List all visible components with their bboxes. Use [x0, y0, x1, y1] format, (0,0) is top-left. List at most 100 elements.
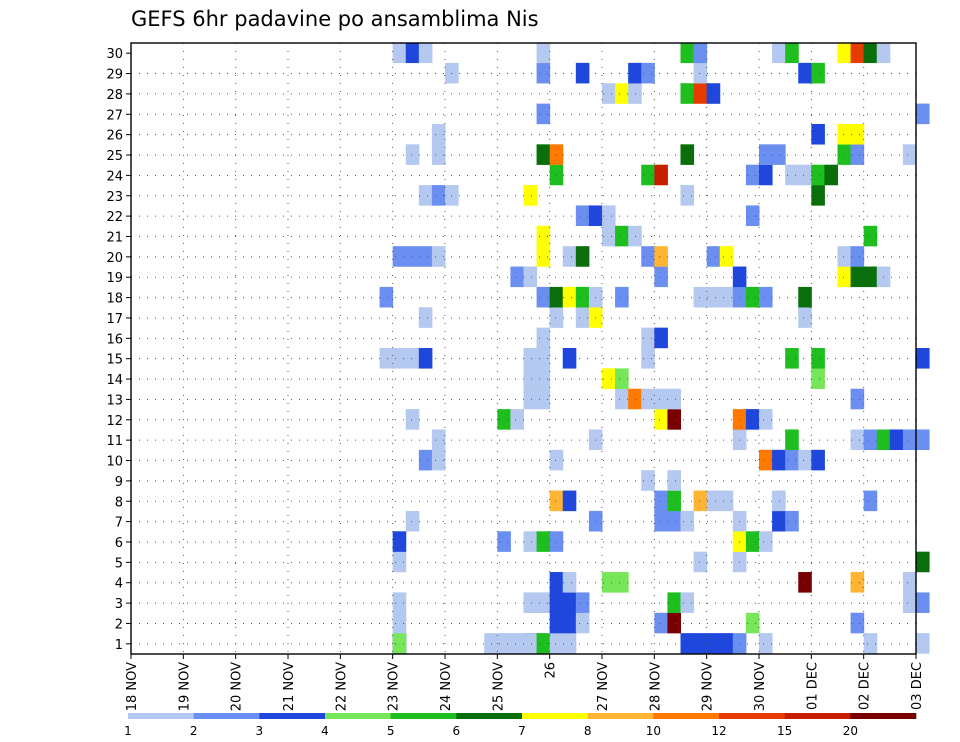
legend-label: 3 — [256, 724, 264, 738]
data-cell — [549, 449, 564, 471]
data-cell — [523, 185, 538, 206]
data-cell — [667, 409, 681, 430]
y-tick-label: 27 — [106, 108, 123, 123]
data-cell — [536, 62, 551, 84]
data-cell — [405, 144, 420, 165]
data-cell — [575, 205, 590, 226]
data-cell — [431, 123, 446, 145]
x-tick-label: 26 — [544, 662, 559, 679]
data-cell — [562, 490, 577, 512]
data-cell — [392, 531, 407, 552]
data-cell — [863, 633, 878, 654]
y-tick-label: 18 — [106, 292, 123, 307]
data-cell — [706, 83, 721, 104]
legend-label: 8 — [584, 724, 592, 738]
legend-swatch — [522, 713, 588, 719]
y-tick-label: 8 — [115, 495, 123, 510]
data-cell — [602, 572, 616, 593]
data-cell — [549, 612, 564, 634]
data-cell — [405, 246, 420, 267]
data-cell — [811, 62, 825, 84]
data-cell — [693, 62, 708, 84]
y-tick-label: 1 — [115, 638, 123, 653]
legend-label: 1 — [124, 724, 132, 738]
data-cell — [392, 633, 407, 654]
data-cell — [575, 307, 590, 328]
legend-swatch — [325, 713, 391, 719]
data-cell — [418, 449, 433, 471]
data-cell — [837, 266, 852, 288]
x-tick-label: 24 NOV — [439, 662, 454, 711]
y-tick-label: 10 — [106, 455, 123, 470]
axis-ticks: 1234567891011121314151617181920212223242… — [106, 47, 925, 711]
data-cell — [798, 286, 812, 308]
data-cell — [392, 551, 407, 573]
data-cell — [536, 592, 551, 613]
data-cell — [418, 348, 433, 369]
data-cell — [615, 572, 629, 593]
data-cell — [706, 246, 721, 267]
data-cell — [510, 266, 524, 288]
data-cell — [667, 470, 681, 491]
x-tick-label: 29 NOV — [701, 662, 716, 711]
legend-swatch — [128, 713, 194, 719]
legend-swatch — [719, 713, 785, 719]
data-cell — [693, 83, 708, 104]
data-cell — [549, 286, 564, 308]
data-cell — [745, 286, 760, 308]
data-cell — [837, 144, 852, 165]
data-cell — [405, 42, 420, 64]
y-tick-label: 25 — [106, 149, 123, 164]
data-cell — [719, 286, 734, 308]
y-tick-label: 24 — [106, 169, 123, 184]
data-cell — [850, 123, 865, 145]
data-cell — [392, 348, 407, 369]
data-cell — [850, 266, 865, 288]
data-cell — [536, 388, 551, 410]
x-tick-label: 01 DEC — [805, 662, 820, 710]
data-cell — [654, 510, 668, 532]
data-cell — [510, 409, 524, 430]
y-tick-label: 14 — [106, 373, 123, 388]
y-tick-label: 28 — [106, 88, 123, 103]
data-cell — [641, 246, 655, 267]
data-cell — [523, 633, 538, 654]
data-cell — [745, 205, 760, 226]
data-cell — [850, 246, 865, 267]
data-cell — [759, 144, 773, 165]
data-cell — [798, 449, 812, 471]
data-cell — [536, 531, 551, 552]
data-cell — [536, 144, 551, 165]
data-cell — [785, 449, 799, 471]
y-tick-label: 21 — [106, 230, 123, 245]
data-cell — [562, 246, 577, 267]
data-cell — [405, 510, 420, 532]
data-cell — [745, 409, 760, 430]
data-cell — [549, 592, 564, 613]
data-cell — [706, 633, 721, 654]
y-tick-label: 11 — [106, 434, 123, 449]
legend-label: 12 — [711, 724, 726, 738]
data-cell — [497, 531, 511, 552]
data-cell — [667, 388, 681, 410]
data-cell — [549, 633, 564, 654]
x-tick-label: 21 NOV — [282, 662, 297, 711]
data-cell — [562, 592, 577, 613]
data-cell — [431, 185, 446, 206]
data-cell — [628, 62, 642, 84]
data-cell — [523, 266, 538, 288]
legend-label: 2 — [190, 724, 198, 738]
data-cell — [654, 327, 668, 349]
data-cell — [510, 633, 524, 654]
data-cell — [536, 225, 551, 247]
chart-title: GEFS 6hr padavine po ansamblima Nis — [131, 7, 539, 31]
legend-swatch — [784, 713, 851, 719]
data-cell — [654, 246, 668, 267]
legend-label: 7 — [518, 724, 526, 738]
data-cell — [549, 572, 564, 593]
data-cell — [654, 164, 668, 186]
data-cell — [772, 510, 786, 532]
data-cell — [759, 286, 773, 308]
y-tick-label: 17 — [106, 312, 123, 327]
data-cell — [824, 164, 838, 186]
